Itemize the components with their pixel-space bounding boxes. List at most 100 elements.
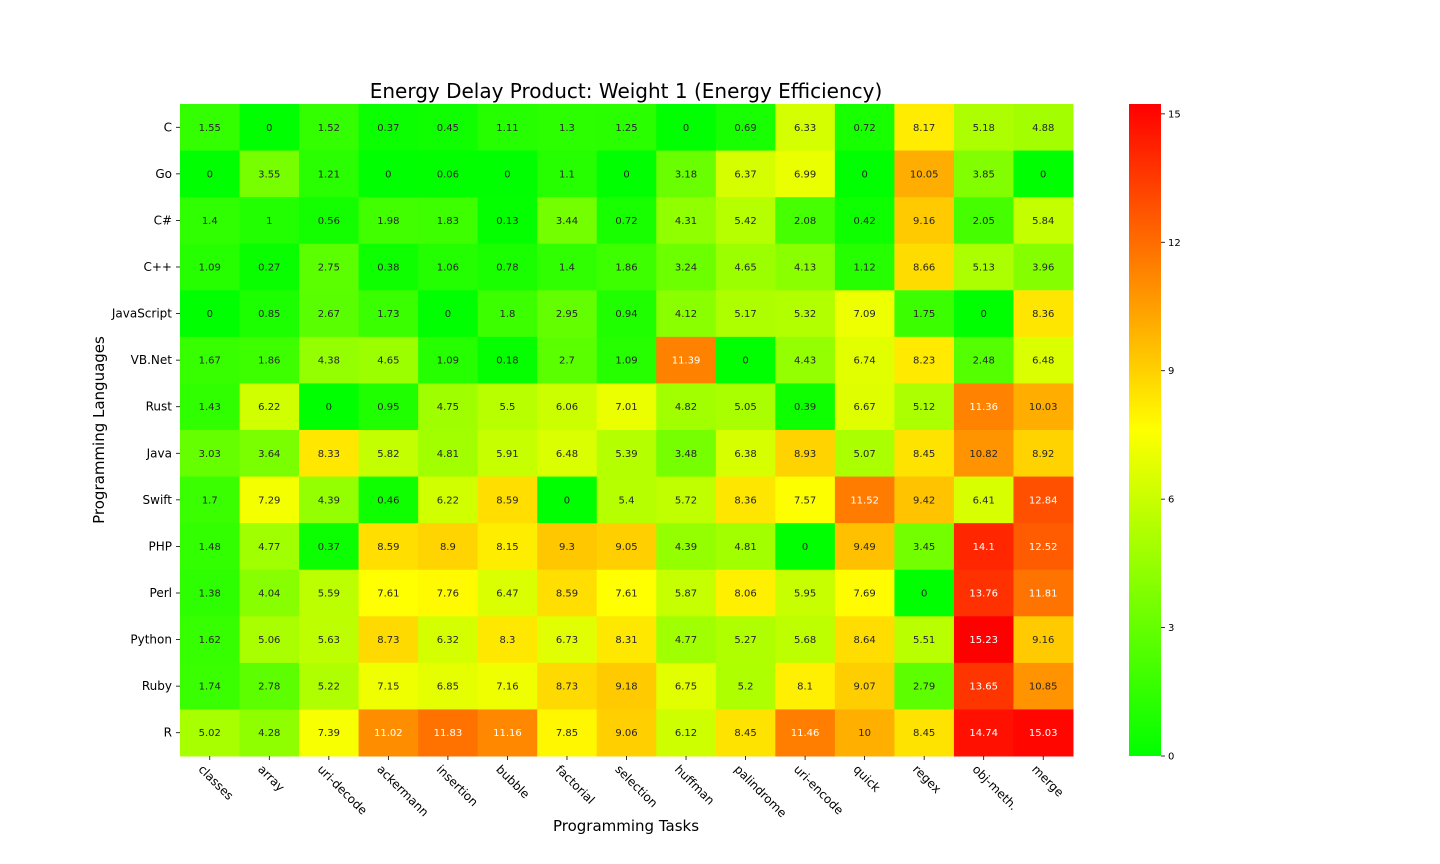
heatmap-cell-value: 1.74 (199, 682, 221, 693)
heatmap-cell-value: 8.45 (913, 449, 935, 460)
heatmap-cell (656, 243, 717, 291)
heatmap-cell (358, 290, 419, 338)
heatmap-cell-value: 7.76 (437, 589, 459, 600)
x-tick-label: merge (1029, 762, 1066, 799)
heatmap-cell (1013, 336, 1074, 384)
heatmap-cell (299, 336, 360, 384)
heatmap-cell (715, 430, 776, 478)
heatmap-cell-value: 0 (564, 495, 570, 506)
heatmap-cell-value: 2.7 (559, 356, 575, 367)
heatmap-cell-value: 1.09 (199, 263, 221, 274)
heatmap-cell-value: 6.12 (675, 728, 697, 739)
heatmap-cell (596, 197, 657, 245)
heatmap-cell (477, 383, 538, 431)
heatmap-cell (299, 523, 360, 571)
heatmap-cell (596, 243, 657, 291)
heatmap-cell-value: 1.09 (437, 356, 459, 367)
heatmap-cell-value: 1.98 (377, 216, 399, 227)
heatmap-cell (894, 104, 955, 152)
heatmap-cell (656, 290, 717, 338)
heatmap-cell-value: 12.84 (1029, 495, 1058, 506)
heatmap-cell (537, 150, 598, 198)
heatmap-cell-value: 6.48 (556, 449, 578, 460)
heatmap-cell-value: 2.67 (318, 309, 340, 320)
heatmap-cell-value: 0.85 (258, 309, 280, 320)
heatmap-cell-value: 4.65 (734, 263, 756, 274)
heatmap-cell (894, 616, 955, 664)
heatmap-cell-value: 6.38 (734, 449, 756, 460)
heatmap-cell-value: 9.06 (615, 728, 637, 739)
heatmap-cell-value: 13.76 (969, 589, 998, 600)
heatmap-cell (894, 150, 955, 198)
heatmap-cell-value: 7.01 (615, 402, 637, 413)
heatmap-cell-value: 0.37 (377, 123, 399, 134)
heatmap-cell-value: 5.84 (1032, 216, 1054, 227)
y-tick-label: Python (130, 633, 172, 647)
heatmap-cell-value: 2.95 (556, 309, 578, 320)
heatmap-cell (1013, 290, 1074, 338)
heatmap-cell-value: 0.13 (496, 216, 518, 227)
heatmap-cell (477, 662, 538, 710)
heatmap-cell (537, 523, 598, 571)
heatmap-cell-value: 8.31 (615, 635, 637, 646)
heatmap-cell (775, 709, 836, 757)
heatmap-cell-value: 3.03 (199, 449, 221, 460)
heatmap-cell (596, 290, 657, 338)
heatmap-cell-value: 0 (861, 169, 867, 180)
heatmap-cell (953, 616, 1014, 664)
heatmap-cell-value: 6.37 (734, 169, 756, 180)
y-tick-label: VB.Net (131, 353, 173, 367)
heatmap-cell-value: 0.38 (377, 263, 399, 274)
heatmap-cell (239, 336, 300, 384)
heatmap-cell (537, 709, 598, 757)
heatmap-cell-value: 11.39 (672, 356, 701, 367)
heatmap-cell (775, 476, 836, 524)
heatmap-cell-value: 10.82 (969, 449, 998, 460)
heatmap-cell-value: 7.69 (854, 589, 876, 600)
heatmap-cell (180, 616, 241, 664)
heatmap-cell-value: 0.46 (377, 495, 399, 506)
heatmap-cell-value: 1.55 (199, 123, 221, 134)
heatmap-cell (477, 476, 538, 524)
heatmap-cell (477, 616, 538, 664)
heatmap-cell (894, 290, 955, 338)
heatmap-cell-value: 8.06 (734, 589, 756, 600)
heatmap-cell-value: 3.44 (556, 216, 578, 227)
heatmap-cell (596, 709, 657, 757)
heatmap-cell-value: 2.75 (318, 263, 340, 274)
heatmap-cell-value: 5.06 (258, 635, 280, 646)
heatmap-cell-value: 0 (326, 402, 332, 413)
heatmap-cell-value: 6.85 (437, 682, 459, 693)
heatmap-cell-value: 1.09 (615, 356, 637, 367)
heatmap-cell-value: 1.12 (854, 263, 876, 274)
heatmap-cell (537, 243, 598, 291)
heatmap-cell-value: 1.1 (559, 169, 575, 180)
heatmap-cell-value: 2.79 (913, 682, 935, 693)
heatmap-cell (834, 476, 895, 524)
heatmap-cell-value: 3.45 (913, 542, 935, 553)
heatmap-cell (596, 336, 657, 384)
heatmap-cell-value: 1.8 (499, 309, 515, 320)
heatmap-cell-value: 9.3 (559, 542, 575, 553)
heatmap-cell (180, 290, 241, 338)
heatmap-cell-value: 3.64 (258, 449, 280, 460)
heatmap-cell (1013, 383, 1074, 431)
heatmap-cell (656, 197, 717, 245)
y-tick-label: C++ (144, 260, 173, 274)
heatmap-cell-value: 1.3 (559, 123, 575, 134)
x-tick-label: insertion (434, 762, 481, 809)
heatmap-cell-value: 5.82 (377, 449, 399, 460)
heatmap-cell-value: 8.15 (496, 542, 518, 553)
heatmap-cell (180, 243, 241, 291)
heatmap-cell-value: 5.68 (794, 635, 816, 646)
x-tick-label: classes (196, 762, 237, 803)
heatmap-cell (418, 383, 479, 431)
colorbar-tick-label: 3 (1168, 623, 1174, 634)
heatmap-cell (239, 197, 300, 245)
heatmap-cell (299, 197, 360, 245)
heatmap-cell-value: 5.18 (973, 123, 995, 134)
colorbar-tick-label: 9 (1168, 366, 1174, 377)
heatmap-cell (894, 197, 955, 245)
x-tick-label: quick (851, 762, 884, 795)
heatmap-cell (715, 336, 776, 384)
